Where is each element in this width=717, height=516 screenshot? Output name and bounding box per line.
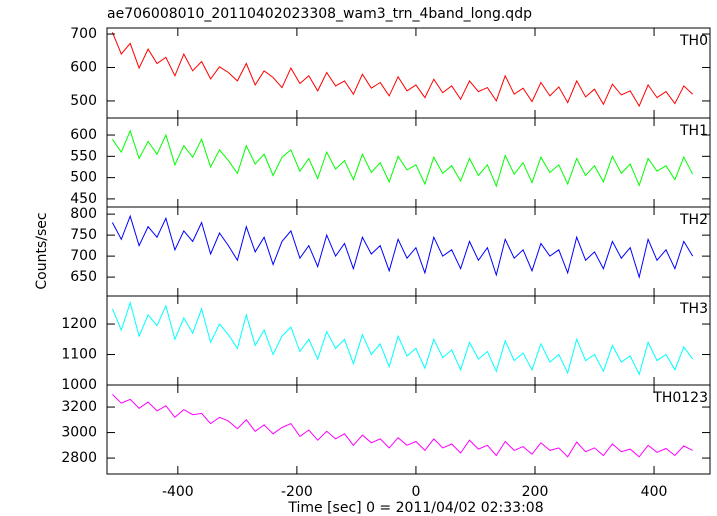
x-tick-label: -200 (281, 484, 313, 500)
data-line (111, 214, 694, 280)
y-tick-label: 650 (70, 269, 97, 285)
y-tick-label: 550 (70, 148, 97, 164)
panel-frame (106, 295, 711, 386)
x-tick-label: 0 (411, 484, 420, 500)
data-line (111, 32, 694, 108)
y-tick-label: 700 (70, 26, 97, 42)
y-tick-label: 1100 (61, 347, 97, 363)
y-tick-label: 500 (70, 170, 97, 186)
y-tick-label: 450 (70, 191, 97, 207)
y-tick-label: 700 (70, 248, 97, 264)
y-tick-label: 750 (70, 227, 97, 243)
y-tick-label: 500 (70, 93, 97, 109)
y-tick-label: 800 (70, 206, 97, 222)
chart-title: ae706008010_20110402023308_wam3_trn_4ban… (107, 6, 532, 22)
y-tick-label: 600 (70, 59, 97, 75)
y-axis-label: Counts/sec (34, 212, 50, 289)
y-tick-label: 3000 (61, 425, 97, 441)
x-axis-label: Time [sec] 0 = 2011/04/02 02:33:08 (287, 500, 543, 516)
data-line (112, 393, 693, 458)
panel-frame (106, 27, 711, 119)
panel-label: TH3 (679, 301, 708, 317)
panel-label: TH0123 (652, 390, 708, 406)
panel-frame (106, 384, 711, 475)
panel-label: TH1 (679, 123, 708, 139)
y-tick-label: 1200 (61, 316, 97, 332)
y-tick-label: 1000 (61, 377, 97, 393)
y-tick-label: 2800 (61, 450, 97, 466)
x-tick-label: -400 (162, 484, 194, 500)
y-tick-label: 600 (70, 127, 97, 143)
panel-frame (106, 206, 711, 297)
panel-label: TH2 (679, 212, 708, 228)
panel-frame (106, 117, 711, 208)
panel-label: TH0 (679, 33, 708, 49)
y-tick-label: 3200 (61, 399, 97, 415)
x-tick-label: 400 (641, 484, 668, 500)
x-tick-label: 200 (522, 484, 549, 500)
data-line (111, 129, 694, 188)
data-line (111, 300, 694, 376)
